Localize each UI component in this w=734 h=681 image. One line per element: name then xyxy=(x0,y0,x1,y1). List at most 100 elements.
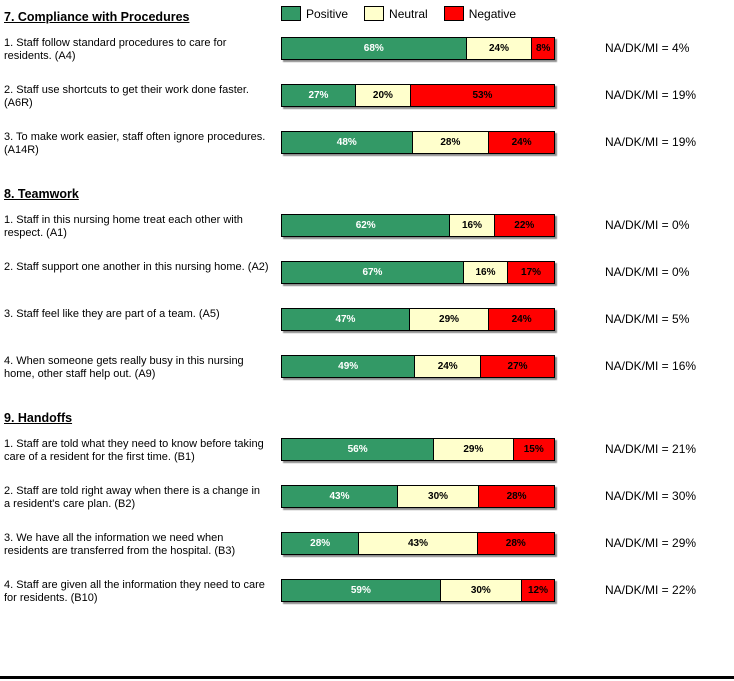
segment-value-label: 48% xyxy=(336,137,357,148)
stacked-bar: 56% 29% 15% xyxy=(281,438,555,461)
stacked-bar: 47% 29% 24% xyxy=(281,308,555,331)
bar-segment-negative: 22% xyxy=(493,215,555,236)
legend-swatch-neutral xyxy=(364,6,385,21)
bar-segment-neutral: 24% xyxy=(414,356,481,377)
legend-swatch-positive xyxy=(281,6,301,21)
segment-value-label: 17% xyxy=(521,267,542,278)
bar-segment-positive: 47% xyxy=(282,309,409,330)
stacked-bar: 67% 16% 17% xyxy=(281,261,555,284)
survey-item-row: 2. Staff support one another in this nur… xyxy=(4,261,734,284)
segment-value-label: 12% xyxy=(527,585,548,596)
bar-segment-neutral: 24% xyxy=(465,38,532,59)
segment-value-label: 53% xyxy=(472,90,493,101)
segment-value-label: 8% xyxy=(535,43,551,54)
segment-value-label: 59% xyxy=(350,585,371,596)
bar-segment-negative: 8% xyxy=(531,38,554,59)
segment-value-label: 47% xyxy=(335,314,356,325)
stacked-bar: 59% 30% 12% xyxy=(281,579,555,602)
segment-value-label: 24% xyxy=(437,361,458,372)
question-text: 1. Staff are told what they need to know… xyxy=(4,438,264,463)
segment-value-label: 62% xyxy=(355,220,376,231)
na-dk-mi-label: NA/DK/MI = 4% xyxy=(605,41,690,55)
question-text: 3. To make work easier, staff often igno… xyxy=(4,131,266,156)
bar-segment-neutral: 30% xyxy=(396,486,479,507)
stacked-bar: 48% 28% 24% xyxy=(281,131,555,154)
segment-value-label: 22% xyxy=(514,220,535,231)
bar-segment-neutral: 43% xyxy=(358,533,477,554)
survey-item-row: 1. Staff in this nursing home treat each… xyxy=(4,214,734,239)
segment-value-label: 56% xyxy=(347,444,368,455)
survey-item-row: 4. When someone gets really busy in this… xyxy=(4,355,734,380)
bar-segment-neutral: 29% xyxy=(408,309,489,330)
question-text: 3. We have all the information we need w… xyxy=(4,532,236,557)
bar-segment-neutral: 20% xyxy=(354,85,410,106)
na-dk-mi-label: NA/DK/MI = 16% xyxy=(605,359,697,373)
bar-segment-neutral: 16% xyxy=(449,215,494,236)
na-dk-mi-label: NA/DK/MI = 19% xyxy=(605,88,697,102)
survey-item-row: 1. Staff are told what they need to know… xyxy=(4,438,734,463)
na-dk-mi-label: NA/DK/MI = 5% xyxy=(605,312,690,326)
survey-item-row: 3. Staff feel like they are part of a te… xyxy=(4,308,734,331)
segment-value-label: 15% xyxy=(523,444,544,455)
legend: Positive Neutral Negative xyxy=(281,6,532,21)
segment-value-label: 24% xyxy=(511,137,532,148)
stacked-bar: 49% 24% 27% xyxy=(281,355,555,378)
section-title: 7. Compliance with Procedures xyxy=(4,10,190,24)
legend-swatch-negative xyxy=(443,6,464,21)
bar-segment-negative: 27% xyxy=(480,356,554,377)
segment-value-label: 28% xyxy=(440,137,461,148)
bar-segment-positive: 28% xyxy=(282,533,359,554)
bar-segment-neutral: 28% xyxy=(411,132,489,153)
legend-item-negative: Negative xyxy=(443,6,532,21)
bar-segment-negative: 28% xyxy=(476,533,554,554)
survey-item-row: 2. Staff are told right away when there … xyxy=(4,485,734,510)
na-dk-mi-label: NA/DK/MI = 19% xyxy=(605,135,697,149)
na-dk-mi-label: NA/DK/MI = 0% xyxy=(605,265,690,279)
legend-item-positive: Positive xyxy=(281,6,364,21)
stacked-bar: 43% 30% 28% xyxy=(281,485,555,508)
bar-segment-positive: 67% xyxy=(282,262,463,283)
question-text: 1. Staff follow standard procedures to c… xyxy=(4,37,227,62)
stacked-bar: 62% 16% 22% xyxy=(281,214,555,237)
bar-segment-negative: 24% xyxy=(488,132,554,153)
bar-segment-positive: 27% xyxy=(282,85,355,106)
segment-value-label: 67% xyxy=(362,267,383,278)
sections-container: 7. Compliance with Procedures 1. Staff fo… xyxy=(4,8,734,604)
bar-segment-positive: 49% xyxy=(282,356,415,377)
segment-value-label: 24% xyxy=(488,43,509,54)
segment-value-label: 28% xyxy=(505,538,526,549)
na-dk-mi-label: NA/DK/MI = 22% xyxy=(605,583,697,597)
legend-item-neutral: Neutral xyxy=(364,6,444,21)
bar-segment-positive: 68% xyxy=(282,38,466,59)
bar-segment-positive: 59% xyxy=(282,580,440,601)
bar-segment-negative: 17% xyxy=(507,262,555,283)
question-text: 4. Staff are given all the information t… xyxy=(4,579,265,604)
legend-label-positive: Positive xyxy=(306,6,349,21)
section-title: 9. Handoffs xyxy=(4,411,73,425)
legend-label-negative: Negative xyxy=(468,6,517,21)
bar-segment-neutral: 30% xyxy=(439,580,521,601)
segment-value-label: 30% xyxy=(428,491,449,502)
segment-value-label: 27% xyxy=(507,361,528,372)
na-dk-mi-label: NA/DK/MI = 30% xyxy=(605,489,697,503)
segment-value-label: 16% xyxy=(462,220,483,231)
bar-segment-negative: 28% xyxy=(478,486,554,507)
bar-segment-positive: 62% xyxy=(282,215,450,236)
survey-item-row: 3. We have all the information we need w… xyxy=(4,532,734,557)
survey-item-row: 1. Staff follow standard procedures to c… xyxy=(4,37,734,62)
segment-value-label: 30% xyxy=(470,585,491,596)
bar-segment-negative: 53% xyxy=(409,85,554,106)
legend-label-neutral: Neutral xyxy=(389,6,428,21)
bottom-divider xyxy=(0,676,734,679)
stacked-bar: 68% 24% 8% xyxy=(281,37,555,60)
bar-segment-positive: 43% xyxy=(282,486,397,507)
na-dk-mi-label: NA/DK/MI = 0% xyxy=(605,218,690,232)
question-text: 1. Staff in this nursing home treat each… xyxy=(4,214,243,239)
question-text: 2. Staff use shortcuts to get their work… xyxy=(4,84,249,109)
segment-value-label: 43% xyxy=(407,538,428,549)
segment-value-label: 28% xyxy=(310,538,331,549)
stacked-bar: 28% 43% 28% xyxy=(281,532,555,555)
bar-segment-neutral: 29% xyxy=(433,439,513,460)
segment-value-label: 43% xyxy=(329,491,350,502)
